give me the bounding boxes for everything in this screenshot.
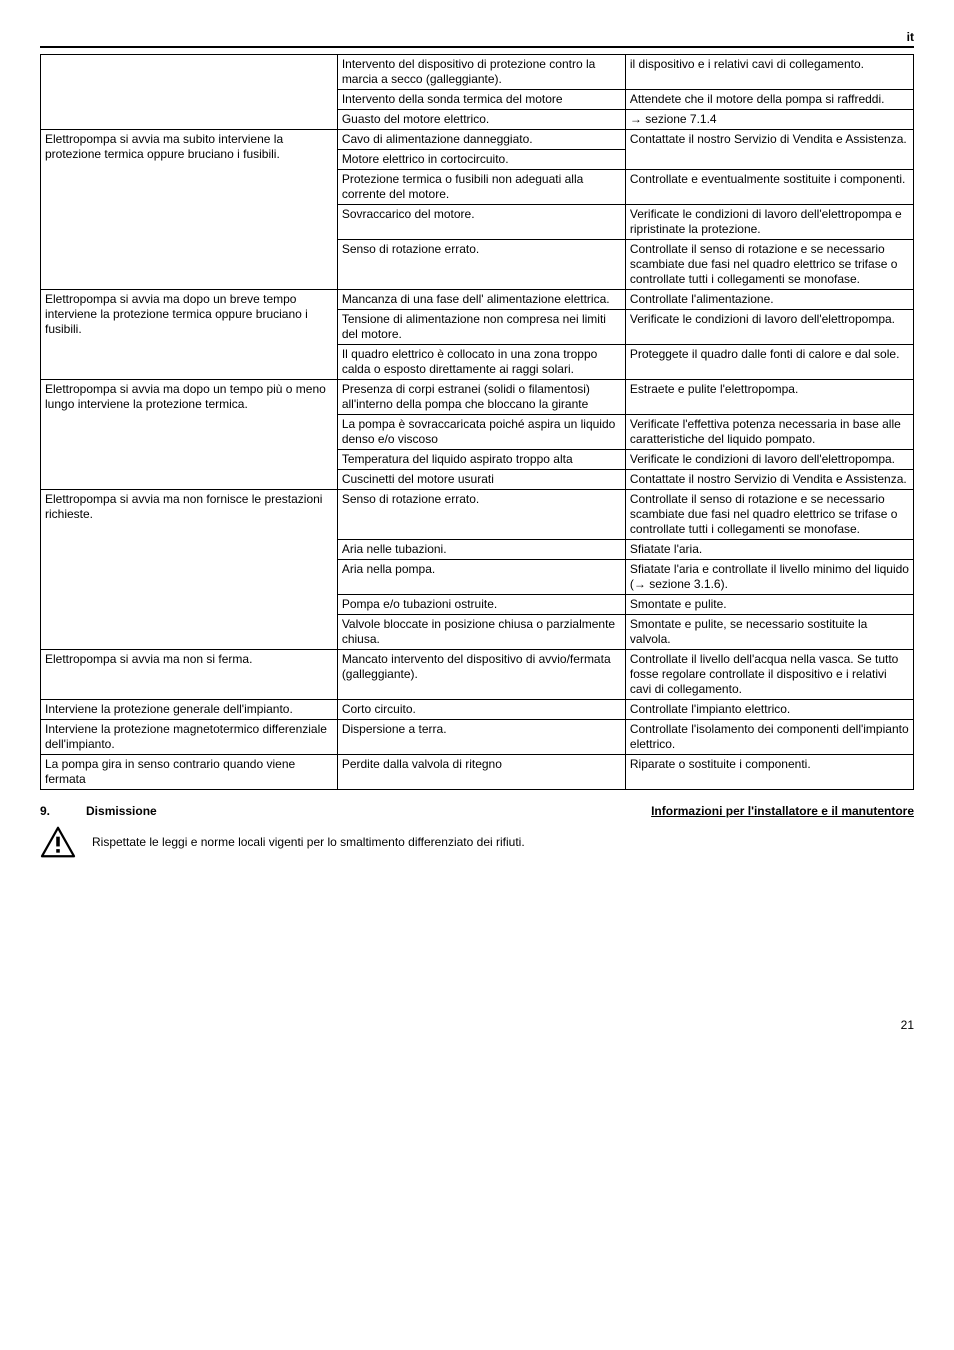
table-cell-problem bbox=[41, 55, 338, 130]
section-9-header: 9. Dismissione Informazioni per l'instal… bbox=[40, 804, 914, 818]
table-cell-cause: Senso di rotazione errato. bbox=[337, 490, 625, 540]
table-cell-remedy: il dispositivo e i relativi cavi di coll… bbox=[625, 55, 913, 90]
table-cell-remedy: Controllate il senso di rotazione e se n… bbox=[625, 490, 913, 540]
section-body: Rispettate le leggi e norme locali vigen… bbox=[92, 835, 525, 849]
table-cell-cause: Il quadro elettrico è collocato in una z… bbox=[337, 345, 625, 380]
table-cell-remedy: Verificate le condizioni di lavoro dell'… bbox=[625, 310, 913, 345]
table-cell-cause: Senso di rotazione errato. bbox=[337, 240, 625, 290]
table-cell-remedy: Riparate o sostituite i componenti. bbox=[625, 755, 913, 790]
warning-row: Rispettate le leggi e norme locali vigen… bbox=[40, 826, 914, 858]
table-cell-cause: La pompa è sovraccaricata poiché aspira … bbox=[337, 415, 625, 450]
table-cell-cause: Valvole bloccate in posizione chiusa o p… bbox=[337, 615, 625, 650]
table-cell-cause: Cuscinetti del motore usurati bbox=[337, 470, 625, 490]
table-cell-remedy: Smontate e pulite. bbox=[625, 595, 913, 615]
section-number: 9. bbox=[40, 804, 50, 818]
page-number: 21 bbox=[40, 1018, 914, 1032]
table-cell-cause: Cavo di alimentazione danneggiato. bbox=[337, 130, 625, 150]
table-cell-remedy: Attendete che il motore della pompa si r… bbox=[625, 90, 913, 110]
table-cell-remedy: Proteggete il quadro dalle fonti di calo… bbox=[625, 345, 913, 380]
table-cell-cause: Intervento del dispositivo di protezione… bbox=[337, 55, 625, 90]
table-cell-cause: Motore elettrico in cortocircuito. bbox=[337, 150, 625, 170]
table-cell-cause: Aria nelle tubazioni. bbox=[337, 540, 625, 560]
table-cell-remedy: Verificate le condizioni di lavoro dell'… bbox=[625, 450, 913, 470]
table-cell-remedy: Contattate il nostro Servizio di Vendita… bbox=[625, 130, 913, 170]
table-cell-remedy: Controllate il senso di rotazione e se n… bbox=[625, 240, 913, 290]
table-cell-remedy: Sfiatate l'aria. bbox=[625, 540, 913, 560]
table-cell-cause: Mancanza di una fase dell' alimentazione… bbox=[337, 290, 625, 310]
table-cell-cause: Intervento della sonda termica del motor… bbox=[337, 90, 625, 110]
table-cell-remedy: Sfiatate l'aria e controllate il livello… bbox=[625, 560, 913, 595]
table-cell-cause: Protezione termica o fusibili non adegua… bbox=[337, 170, 625, 205]
table-cell-problem: Elettropompa si avvia ma non si ferma. bbox=[41, 650, 338, 700]
table-cell-cause: Presenza di corpi estranei (solidi o fil… bbox=[337, 380, 625, 415]
table-cell-remedy: → sezione 7.1.4 bbox=[625, 110, 913, 130]
table-cell-remedy: Controllate e eventualmente sostituite i… bbox=[625, 170, 913, 205]
language-marker: it bbox=[40, 30, 914, 48]
table-cell-problem: La pompa gira in senso contrario quando … bbox=[41, 755, 338, 790]
table-cell-problem: Elettropompa si avvia ma dopo un breve t… bbox=[41, 290, 338, 380]
table-cell-problem: Elettropompa si avvia ma subito intervie… bbox=[41, 130, 338, 290]
table-cell-remedy: Verificate l'effettiva potenza necessari… bbox=[625, 415, 913, 450]
table-cell-remedy: Controllate il livello dell'acqua nella … bbox=[625, 650, 913, 700]
table-cell-cause: Guasto del motore elettrico. bbox=[337, 110, 625, 130]
table-cell-problem: Elettropompa si avvia ma non fornisce le… bbox=[41, 490, 338, 650]
table-cell-cause: Corto circuito. bbox=[337, 700, 625, 720]
section-audience: Informazioni per l'installatore e il man… bbox=[651, 804, 914, 818]
section-title: Dismissione bbox=[86, 804, 157, 818]
table-cell-problem: Interviene la protezione generale dell'i… bbox=[41, 700, 338, 720]
table-cell-cause: Tensione di alimentazione non compresa n… bbox=[337, 310, 625, 345]
table-cell-remedy: Controllate l'alimentazione. bbox=[625, 290, 913, 310]
table-cell-remedy: Controllate l'impianto elettrico. bbox=[625, 700, 913, 720]
table-cell-remedy: Smontate e pulite, se necessario sostitu… bbox=[625, 615, 913, 650]
table-cell-problem: Elettropompa si avvia ma dopo un tempo p… bbox=[41, 380, 338, 490]
table-cell-cause: Temperatura del liquido aspirato troppo … bbox=[337, 450, 625, 470]
table-cell-cause: Sovraccarico del motore. bbox=[337, 205, 625, 240]
table-cell-cause: Dispersione a terra. bbox=[337, 720, 625, 755]
table-cell-remedy: Controllate l'isolamento dei componenti … bbox=[625, 720, 913, 755]
troubleshooting-table: Intervento del dispositivo di protezione… bbox=[40, 54, 914, 790]
table-cell-remedy: Estraete e pulite l'elettropompa. bbox=[625, 380, 913, 415]
table-cell-cause: Mancato intervento del dispositivo di av… bbox=[337, 650, 625, 700]
table-cell-remedy: Verificate le condizioni di lavoro dell'… bbox=[625, 205, 913, 240]
table-cell-problem: Interviene la protezione magnetotermico … bbox=[41, 720, 338, 755]
table-cell-cause: Perdite dalla valvola di ritegno bbox=[337, 755, 625, 790]
table-cell-remedy: Contattate il nostro Servizio di Vendita… bbox=[625, 470, 913, 490]
table-cell-cause: Aria nella pompa. bbox=[337, 560, 625, 595]
warning-icon bbox=[40, 826, 76, 858]
table-cell-cause: Pompa e/o tubazioni ostruite. bbox=[337, 595, 625, 615]
